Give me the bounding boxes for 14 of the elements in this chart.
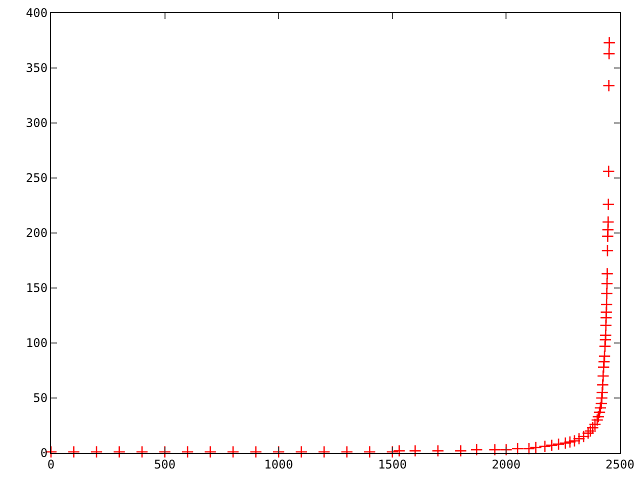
y-tick-label: 100 — [26, 336, 48, 350]
y-tick-label: 400 — [26, 6, 48, 20]
y-tick-label: 150 — [26, 281, 48, 296]
y-tick-label: 300 — [26, 116, 48, 130]
y-tick-label: 0 — [40, 446, 48, 460]
y-tick-label: 350 — [26, 61, 48, 76]
y-tick-label: 50 — [33, 391, 48, 406]
x-tick-label: 1500 — [378, 457, 407, 472]
x-tick-label: 2500 — [606, 457, 634, 472]
x-tick-label: 2000 — [492, 457, 521, 472]
y-tick-label: 200 — [26, 226, 48, 240]
x-tick-label: 1000 — [264, 457, 294, 472]
y-tick-label: 250 — [26, 171, 48, 186]
x-tick-label: 500 — [154, 457, 176, 472]
